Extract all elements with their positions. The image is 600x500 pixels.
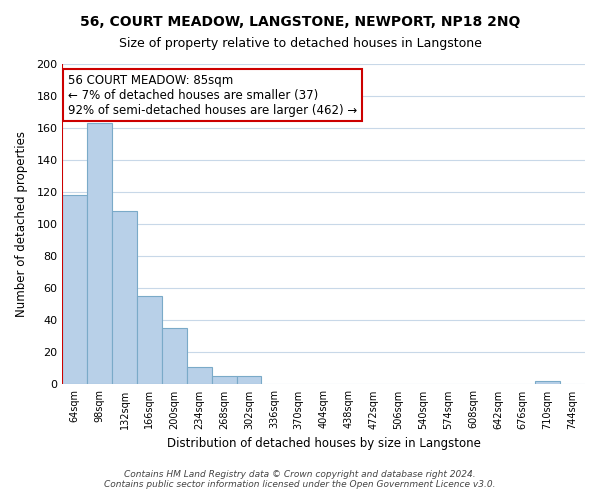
Bar	[62, 196, 87, 384]
Bar	[187, 367, 212, 384]
Text: 56, COURT MEADOW, LANGSTONE, NEWPORT, NP18 2NQ: 56, COURT MEADOW, LANGSTONE, NEWPORT, NP…	[80, 15, 520, 29]
Text: Size of property relative to detached houses in Langstone: Size of property relative to detached ho…	[119, 38, 481, 51]
Bar	[87, 124, 112, 384]
Bar	[535, 381, 560, 384]
Bar	[236, 376, 262, 384]
Text: Contains HM Land Registry data © Crown copyright and database right 2024.
Contai: Contains HM Land Registry data © Crown c…	[104, 470, 496, 489]
Y-axis label: Number of detached properties: Number of detached properties	[15, 131, 28, 317]
Bar	[112, 212, 137, 384]
Bar	[162, 328, 187, 384]
X-axis label: Distribution of detached houses by size in Langstone: Distribution of detached houses by size …	[167, 437, 481, 450]
Bar	[212, 376, 236, 384]
Bar	[137, 296, 162, 384]
Text: 56 COURT MEADOW: 85sqm
← 7% of detached houses are smaller (37)
92% of semi-deta: 56 COURT MEADOW: 85sqm ← 7% of detached …	[68, 74, 357, 116]
